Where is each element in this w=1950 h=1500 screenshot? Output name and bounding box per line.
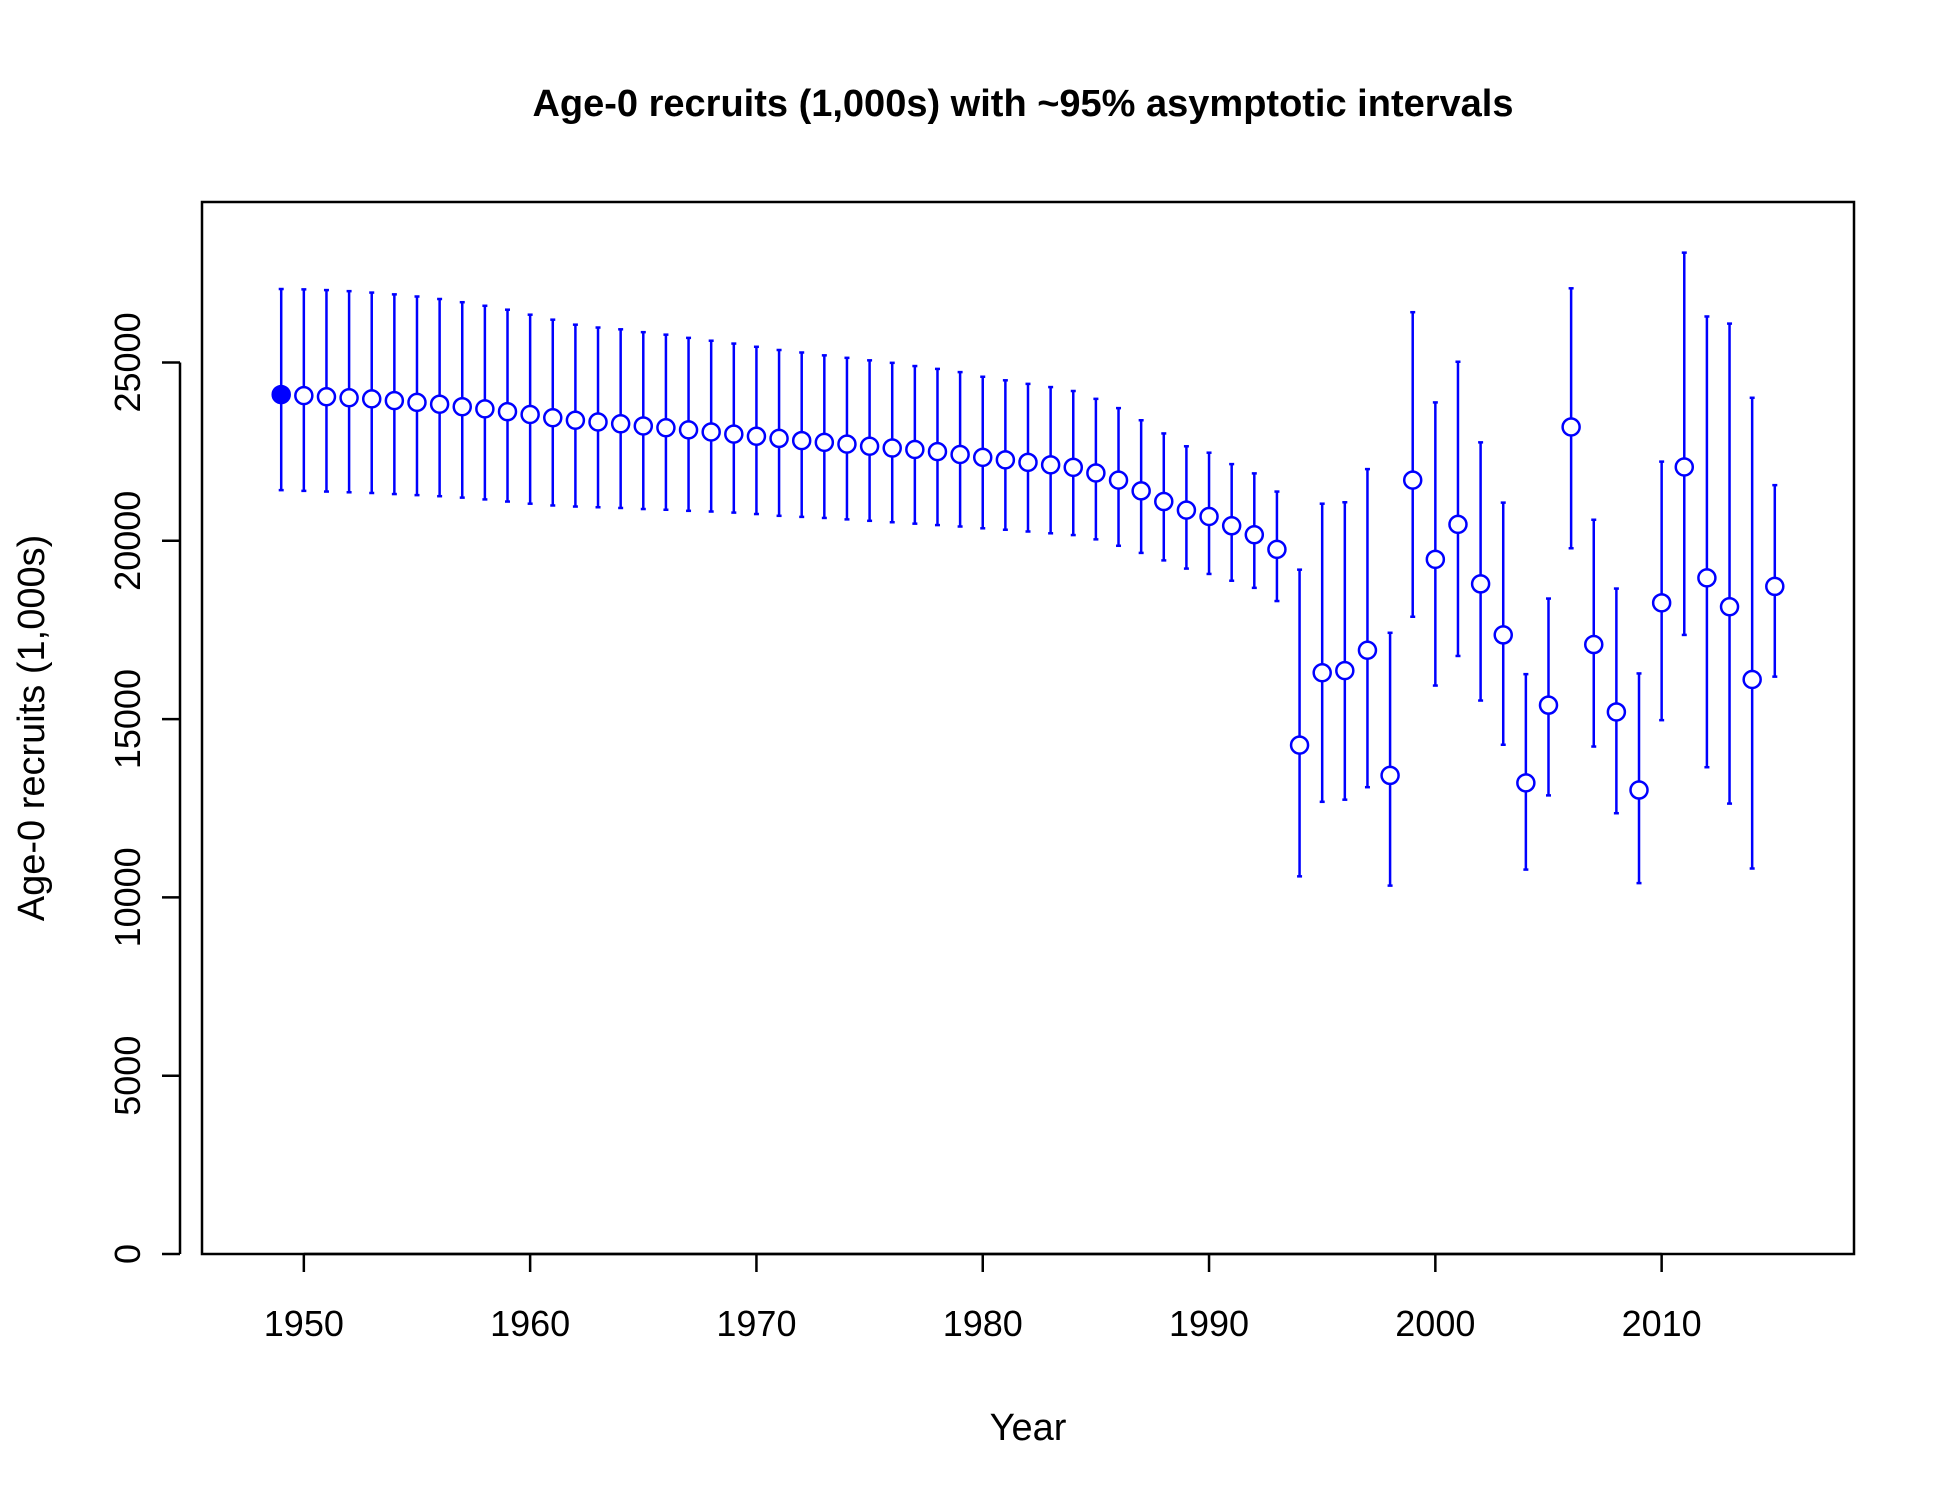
y-tick-label: 20000 bbox=[107, 491, 148, 591]
data-point bbox=[882, 438, 902, 458]
x-tick-label: 1980 bbox=[943, 1303, 1023, 1344]
data-point bbox=[791, 430, 812, 451]
x-axis: 1950 1960 1970 1980 1990 2000 2010 bbox=[264, 1252, 1702, 1344]
data-point bbox=[1719, 597, 1740, 617]
data-point bbox=[1538, 695, 1559, 715]
data-point bbox=[1335, 660, 1355, 681]
data-point bbox=[1470, 574, 1491, 594]
data-point bbox=[972, 447, 993, 468]
y-tick-label: 15000 bbox=[107, 669, 148, 769]
x-axis-label: Year bbox=[990, 1407, 1067, 1449]
data-point bbox=[475, 399, 495, 419]
data-point bbox=[1040, 455, 1061, 475]
data-point bbox=[339, 388, 359, 408]
data-point bbox=[1561, 417, 1581, 437]
x-tick-label: 2010 bbox=[1622, 1303, 1702, 1344]
data-point bbox=[610, 414, 631, 434]
data-point bbox=[1154, 491, 1174, 512]
data-point bbox=[1765, 576, 1785, 597]
data-point bbox=[1312, 662, 1332, 683]
data-point bbox=[1606, 702, 1627, 722]
data-point bbox=[701, 422, 721, 442]
data-point bbox=[1493, 625, 1513, 645]
data-point bbox=[1516, 773, 1536, 793]
data-point bbox=[497, 401, 518, 422]
data-point bbox=[452, 396, 472, 417]
data-point bbox=[429, 394, 450, 414]
data-point bbox=[588, 412, 608, 432]
data-point bbox=[1063, 457, 1084, 478]
data-point bbox=[905, 439, 925, 460]
data-point bbox=[1629, 780, 1649, 800]
y-axis-label: Age-0 recruits (1,000s) bbox=[11, 535, 53, 922]
data-point bbox=[1221, 516, 1242, 536]
data-point bbox=[384, 390, 405, 411]
x-tick-label: 1990 bbox=[1169, 1303, 1249, 1344]
x-tick-label: 1960 bbox=[490, 1303, 570, 1344]
y-tick-label: 25000 bbox=[107, 312, 148, 412]
data-point bbox=[859, 436, 880, 457]
data-point bbox=[1425, 549, 1446, 570]
data-point bbox=[1651, 593, 1672, 613]
data-point bbox=[1584, 634, 1604, 655]
data-point bbox=[1697, 568, 1717, 588]
data-point bbox=[316, 386, 337, 407]
data-point bbox=[520, 404, 540, 425]
data-point bbox=[927, 441, 948, 462]
data-point-filled bbox=[271, 384, 291, 405]
y-axis: 0 5000 10000 15000 20000 25000 bbox=[107, 312, 182, 1264]
data-point bbox=[1176, 500, 1197, 520]
data-point bbox=[678, 420, 699, 440]
data-point bbox=[1380, 765, 1400, 786]
data-point bbox=[1086, 463, 1106, 483]
data-point bbox=[1674, 457, 1695, 477]
data-point bbox=[1448, 514, 1468, 535]
data-point bbox=[1289, 735, 1310, 755]
chart-title: Age-0 recruits (1,000s) with ~95% asympt… bbox=[532, 83, 1513, 125]
data-point bbox=[1199, 506, 1219, 527]
data-point bbox=[814, 432, 835, 453]
data-point bbox=[1742, 669, 1762, 690]
x-tick-label: 2000 bbox=[1395, 1303, 1475, 1344]
data-point bbox=[746, 426, 767, 447]
data-point bbox=[995, 450, 1016, 470]
y-tick-label: 10000 bbox=[107, 847, 148, 947]
data-point bbox=[656, 417, 676, 438]
data-point bbox=[1402, 470, 1423, 490]
data-point bbox=[543, 407, 563, 428]
data-point bbox=[950, 444, 970, 465]
x-tick-label: 1950 bbox=[264, 1303, 344, 1344]
data-point bbox=[1267, 539, 1287, 560]
y-tick-label: 5000 bbox=[107, 1036, 148, 1116]
y-tick-label: 0 bbox=[107, 1244, 148, 1264]
plot-area-frame bbox=[200, 200, 1856, 1256]
data-point bbox=[407, 392, 427, 413]
data-point bbox=[1131, 481, 1151, 501]
data-point bbox=[1357, 640, 1378, 661]
series-layer bbox=[271, 251, 1785, 887]
data-point bbox=[1018, 452, 1038, 473]
data-point bbox=[769, 428, 789, 449]
data-point bbox=[565, 410, 586, 430]
data-point bbox=[1244, 524, 1265, 545]
data-point bbox=[294, 385, 314, 406]
data-point bbox=[1108, 470, 1129, 490]
data-point bbox=[361, 389, 382, 409]
x-tick-label: 1970 bbox=[716, 1303, 796, 1344]
data-point bbox=[837, 434, 857, 454]
data-point bbox=[724, 424, 744, 444]
data-point bbox=[633, 416, 654, 436]
